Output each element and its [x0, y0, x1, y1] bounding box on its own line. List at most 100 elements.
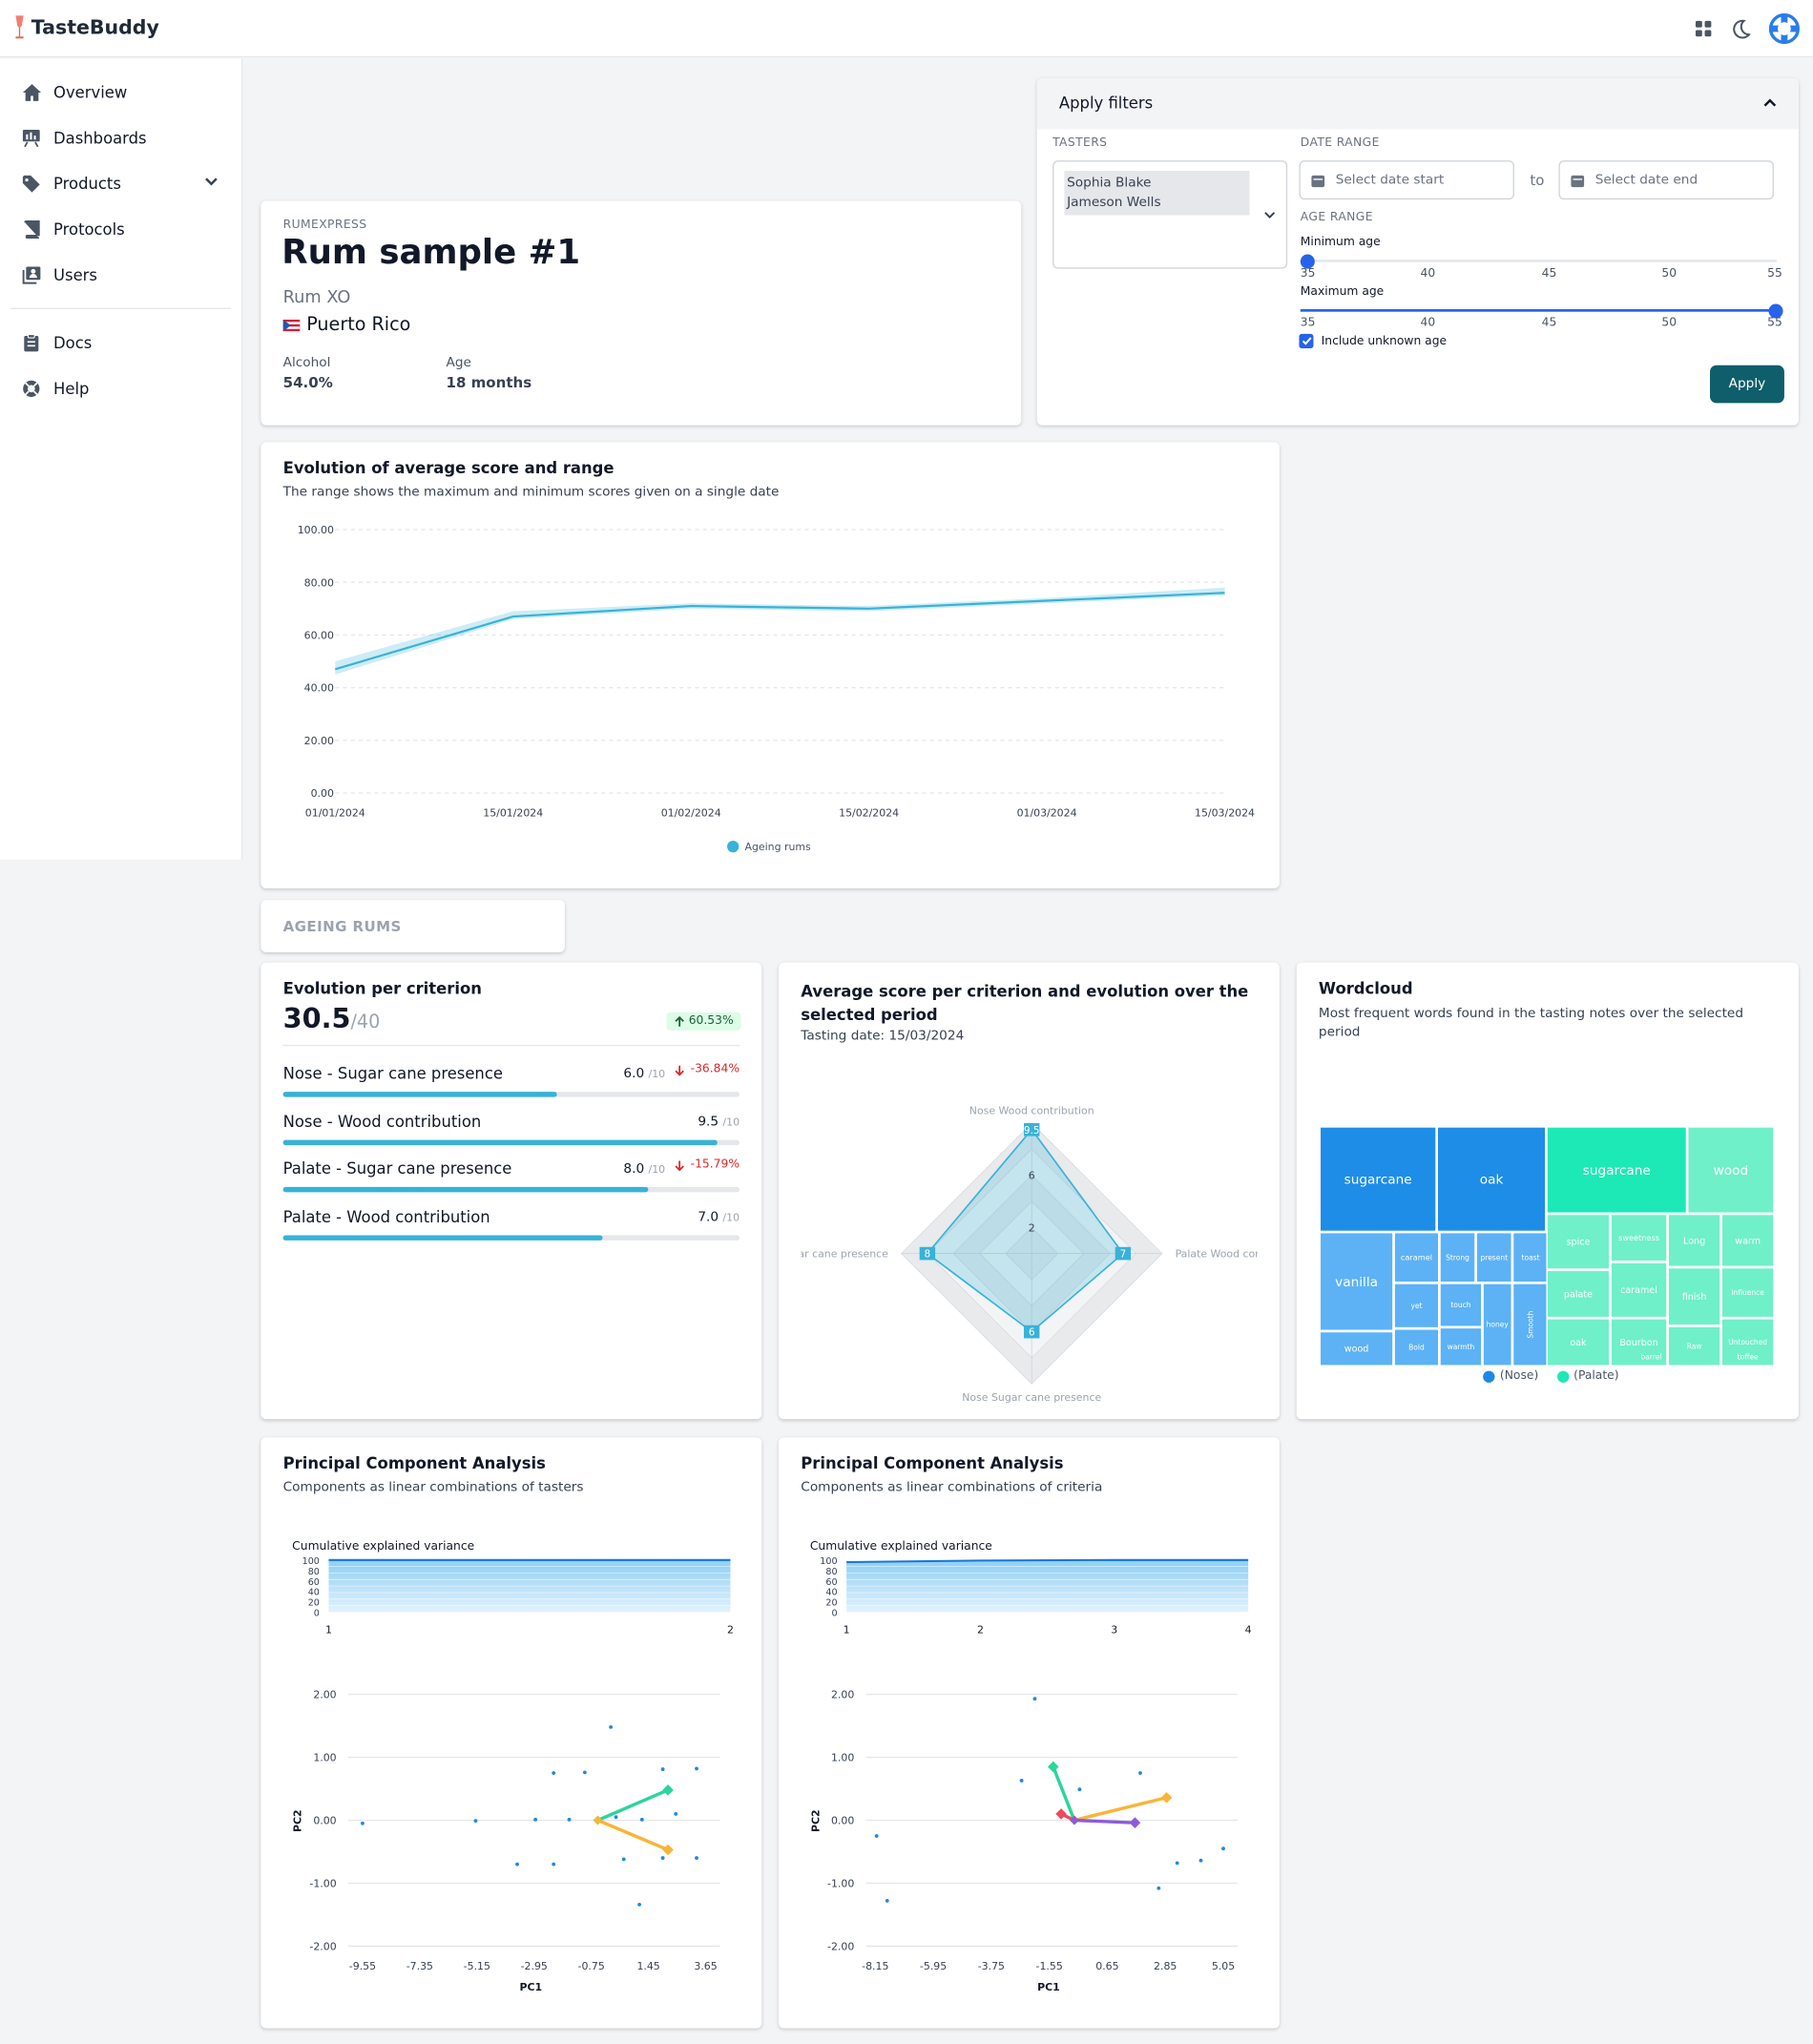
treemap-cell[interactable]: [1667, 1325, 1721, 1366]
treemap-cell[interactable]: [1610, 1262, 1668, 1319]
pca-point: [582, 1770, 587, 1775]
min-age-handle[interactable]: [1300, 254, 1315, 269]
treemap-cell[interactable]: [1475, 1232, 1512, 1283]
pca-point: [1019, 1779, 1024, 1783]
treemap-cell[interactable]: [1667, 1266, 1721, 1326]
pca-point: [473, 1819, 478, 1824]
radar-value-marker: [1115, 1246, 1132, 1261]
treemap-cell[interactable]: [1439, 1283, 1483, 1327]
treemap-word: influence: [1731, 1288, 1764, 1297]
pca-point: [621, 1857, 626, 1862]
product-card: RUMEXPRESS Rum sample #1 Rum XO Puerto R…: [260, 200, 1022, 426]
treemap-cell[interactable]: [1720, 1213, 1775, 1267]
treemap-word: Bourbon: [1619, 1338, 1657, 1348]
treemap-cell[interactable]: [1546, 1213, 1611, 1270]
sidebar-item-label: Overview: [53, 82, 128, 101]
sidebar-item-label: Docs: [53, 333, 93, 352]
treemap-cell[interactable]: [1319, 1232, 1394, 1331]
brand[interactable]: TasteBuddy: [13, 14, 159, 40]
treemap-word: warmth: [1448, 1343, 1475, 1351]
top-bar: TasteBuddy: [0, 0, 1813, 58]
tasters-multiselect[interactable]: Sophia Blake Jameson Wells: [1052, 160, 1288, 269]
x-tick-label: 01/01/2024: [305, 807, 365, 820]
treemap-cell[interactable]: [1319, 1126, 1437, 1233]
treemap-cell[interactable]: [1610, 1318, 1668, 1366]
include-unknown-checkbox[interactable]: [1299, 333, 1314, 348]
pca-point: [1157, 1886, 1161, 1890]
treemap-word: Long: [1683, 1236, 1705, 1246]
chevron-down-icon[interactable]: [205, 177, 219, 187]
sidebar-item-help[interactable]: Help: [0, 365, 241, 411]
pca-title: Principal Component Analysis: [282, 1454, 546, 1473]
criterion-max: /10: [722, 1211, 740, 1223]
min-age-ticks: 35 40 45 50 55: [1301, 267, 1783, 282]
chevron-up-icon[interactable]: [1763, 98, 1777, 108]
pca-origin-marker: [593, 1815, 603, 1825]
taster-option[interactable]: Sophia Blake: [1067, 176, 1152, 191]
variance-y-tick: 60: [308, 1577, 320, 1588]
pca-point: [361, 1821, 365, 1825]
pca-point: [1138, 1771, 1142, 1775]
dark-mode-moon-icon[interactable]: [1731, 19, 1751, 39]
radar-tick: 6: [1029, 1170, 1035, 1182]
treemap-cell[interactable]: [1511, 1283, 1550, 1366]
section-tab[interactable]: AGEING RUMS: [260, 900, 565, 952]
treemap-cell[interactable]: [1393, 1283, 1440, 1329]
sidebar-item-users[interactable]: Users: [0, 252, 241, 298]
apps-grid-icon[interactable]: [1695, 20, 1713, 38]
treemap-cell[interactable]: [1720, 1266, 1775, 1319]
min-age-slider[interactable]: [1306, 260, 1777, 262]
date-start-input[interactable]: Select date start: [1299, 160, 1514, 200]
treemap-cell[interactable]: [1393, 1328, 1440, 1366]
sidebar-item-products[interactable]: Products: [0, 160, 241, 206]
criterion-label: Nose - Sugar cane presence: [282, 1064, 503, 1083]
treemap-cell[interactable]: [1546, 1269, 1611, 1319]
total-score: 30.5: [282, 1003, 351, 1034]
pca-point: [695, 1766, 698, 1771]
treemap-cell[interactable]: [1319, 1330, 1394, 1366]
puerto-rico-flag-icon: [282, 319, 301, 331]
filters-header[interactable]: Apply filters: [1036, 78, 1799, 130]
variance-label: Cumulative explained variance: [809, 1540, 992, 1554]
age-tick: 55: [1767, 317, 1782, 330]
date-end-input[interactable]: Select date end: [1558, 160, 1774, 200]
max-age-slider[interactable]: [1300, 308, 1773, 312]
pca-x-tick: -3.75: [978, 1960, 1005, 1972]
treemap-cell[interactable]: [1687, 1126, 1775, 1214]
taster-option[interactable]: Jameson Wells: [1067, 196, 1161, 211]
age-tick: 40: [1420, 317, 1436, 330]
apply-button[interactable]: Apply: [1710, 365, 1784, 404]
criterion-max: /10: [722, 1116, 740, 1128]
treemap-cell[interactable]: [1610, 1213, 1668, 1262]
treemap-cell[interactable]: [1439, 1232, 1476, 1283]
treemap-word: touch: [1450, 1301, 1470, 1309]
sidebar-item-protocols[interactable]: Protocols: [0, 206, 241, 252]
treemap-cell[interactable]: [1439, 1326, 1483, 1366]
treemap-cell[interactable]: [1482, 1283, 1512, 1366]
treemap-cell[interactable]: [1720, 1318, 1775, 1366]
variance-y-tick: 100: [302, 1556, 320, 1567]
legend-palate-label: (Palate): [1573, 1369, 1619, 1383]
treemap-cell[interactable]: [1667, 1213, 1721, 1267]
treemap-cell[interactable]: [1436, 1126, 1547, 1233]
pca-x-tick: 1.45: [636, 1960, 659, 1972]
treemap-word: yet: [1410, 1302, 1422, 1310]
max-age-handle[interactable]: [1768, 303, 1783, 319]
x-tick-label: 01/03/2024: [1017, 807, 1077, 820]
age-label: Age: [446, 356, 471, 371]
treemap-cell[interactable]: [1546, 1126, 1688, 1214]
treemap-cell[interactable]: [1546, 1318, 1611, 1366]
wordcloud-subtitle: Most frequent words found in the tasting…: [1318, 1007, 1744, 1040]
treemap-word: honey: [1487, 1321, 1510, 1329]
user-avatar-icon[interactable]: [1768, 13, 1801, 45]
sidebar-item-overview[interactable]: Overview: [0, 69, 241, 115]
app-name: TasteBuddy: [31, 15, 159, 40]
sidebar-item-dashboards[interactable]: Dashboards: [0, 115, 241, 160]
treemap-cell[interactable]: [1393, 1232, 1440, 1283]
include-unknown-row: Include unknown age: [1299, 333, 1447, 348]
pca-point: [695, 1856, 698, 1860]
pca-loading-vector: [1052, 1765, 1076, 1822]
variance-y-tick: 40: [825, 1588, 837, 1598]
sidebar-item-docs[interactable]: Docs: [0, 320, 241, 365]
pca-point: [515, 1862, 519, 1867]
